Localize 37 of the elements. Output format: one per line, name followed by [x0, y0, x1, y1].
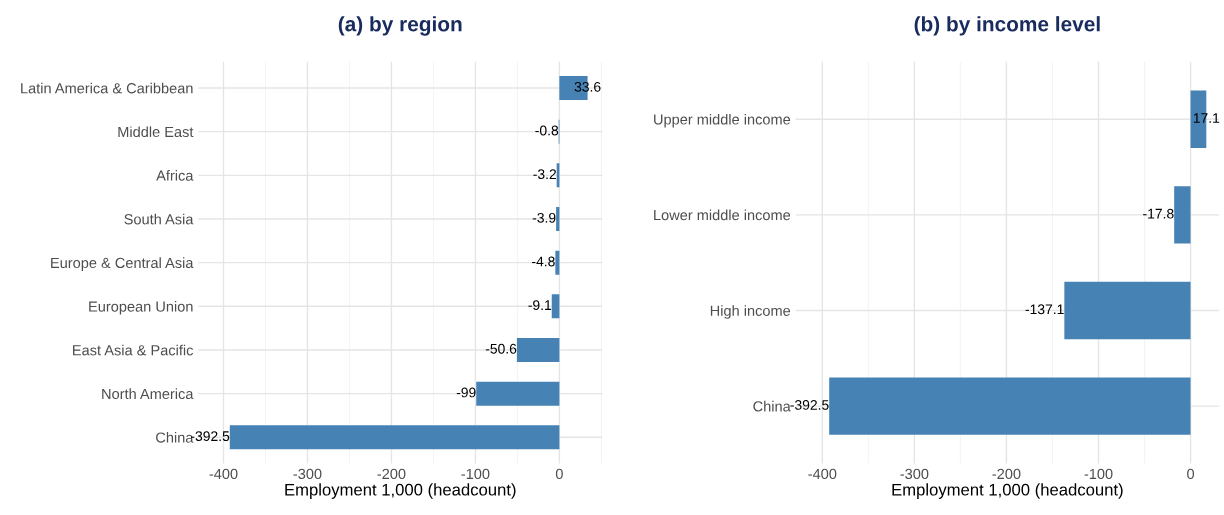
x-tick-label: 0 — [1187, 468, 1195, 480]
y-tick-label: East Asia & Pacific — [73, 344, 194, 356]
x-tick-label: 0 — [555, 468, 563, 480]
x-tick-label: -200 — [992, 468, 1021, 480]
x-tick-label: -200 — [377, 468, 406, 480]
data-label: 33.6 — [574, 81, 601, 92]
data-label: -99 — [456, 387, 476, 398]
x-axis-title: Employment 1,000 (headcount) — [285, 483, 516, 499]
data-label: -9.1 — [528, 300, 552, 311]
data-label: -392.5 — [790, 400, 829, 410]
x-tick-label: -100 — [461, 468, 490, 480]
x-tick-label: -400 — [808, 468, 837, 480]
chart-title: (b) by income level — [914, 16, 1100, 36]
data-label: -3.9 — [532, 212, 556, 223]
y-tick-label: European Union — [89, 301, 193, 315]
x-tick-label: -300 — [293, 468, 322, 480]
y-tick-label: Latin America & Caribbean — [21, 82, 193, 94]
y-tick-label: High income — [710, 305, 791, 319]
x-axis-title: Employment 1,000 (headcount) — [892, 483, 1123, 499]
x-tick-label: -300 — [900, 468, 929, 480]
data-label: -50.6 — [485, 343, 517, 354]
y-tick-label: Europe & Central Asia — [51, 257, 194, 271]
y-tick-label: Middle East — [118, 126, 194, 138]
y-tick-label: Africa — [156, 170, 194, 181]
y-tick-label: North America — [102, 388, 194, 400]
data-label: -0.8 — [535, 125, 559, 136]
data-label: -17.8 — [1143, 208, 1174, 219]
data-label: -137.1 — [1025, 304, 1064, 315]
y-tick-label: South Asia — [124, 213, 194, 225]
y-tick-label: Upper middle income — [654, 113, 791, 128]
x-tick-label: -100 — [1084, 468, 1113, 480]
y-tick-label: China — [753, 400, 791, 412]
chart-title: (a) by region — [338, 16, 462, 36]
x-tick-label: -400 — [209, 468, 238, 480]
data-label: -3.2 — [533, 169, 556, 180]
y-tick-label: Lower middle income — [654, 209, 791, 221]
data-label: -4.8 — [532, 256, 555, 267]
